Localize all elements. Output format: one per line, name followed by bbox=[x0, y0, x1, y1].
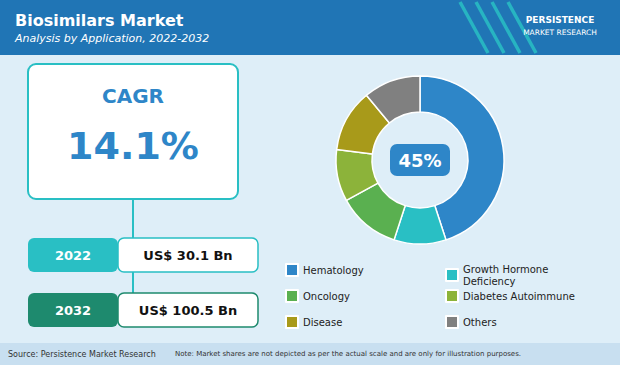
svg-text:Deficiency: Deficiency bbox=[463, 276, 515, 287]
svg-text:2022: 2022 bbox=[55, 248, 91, 263]
svg-text:Analysis by Application, 2022-: Analysis by Application, 2022-2032 bbox=[14, 32, 209, 45]
svg-text:45%: 45% bbox=[398, 150, 441, 171]
svg-text:Disease: Disease bbox=[303, 317, 342, 328]
svg-text:Diabetes Autoimmune: Diabetes Autoimmune bbox=[463, 291, 575, 302]
svg-text:Note: Market shares are not de: Note: Market shares are not depicted as … bbox=[175, 350, 521, 358]
svg-text:US$ 100.5 Bn: US$ 100.5 Bn bbox=[139, 303, 237, 318]
svg-text:Biosimilars Market: Biosimilars Market bbox=[15, 11, 184, 30]
svg-text:Growth Hormone: Growth Hormone bbox=[463, 264, 548, 275]
svg-text:MARKET RESEARCH: MARKET RESEARCH bbox=[523, 28, 597, 37]
svg-text:US$ 30.1 Bn: US$ 30.1 Bn bbox=[143, 248, 232, 263]
svg-text:CAGR: CAGR bbox=[102, 84, 164, 108]
svg-text:14.1%: 14.1% bbox=[67, 124, 199, 168]
svg-text:Oncology: Oncology bbox=[303, 291, 350, 302]
svg-text:2032: 2032 bbox=[55, 303, 91, 318]
svg-text:Hematology: Hematology bbox=[303, 265, 364, 276]
svg-text:Others: Others bbox=[463, 317, 497, 328]
svg-text:Source: Persistence Market Res: Source: Persistence Market Research bbox=[8, 350, 156, 359]
svg-text:PERSISTENCE: PERSISTENCE bbox=[526, 15, 595, 25]
